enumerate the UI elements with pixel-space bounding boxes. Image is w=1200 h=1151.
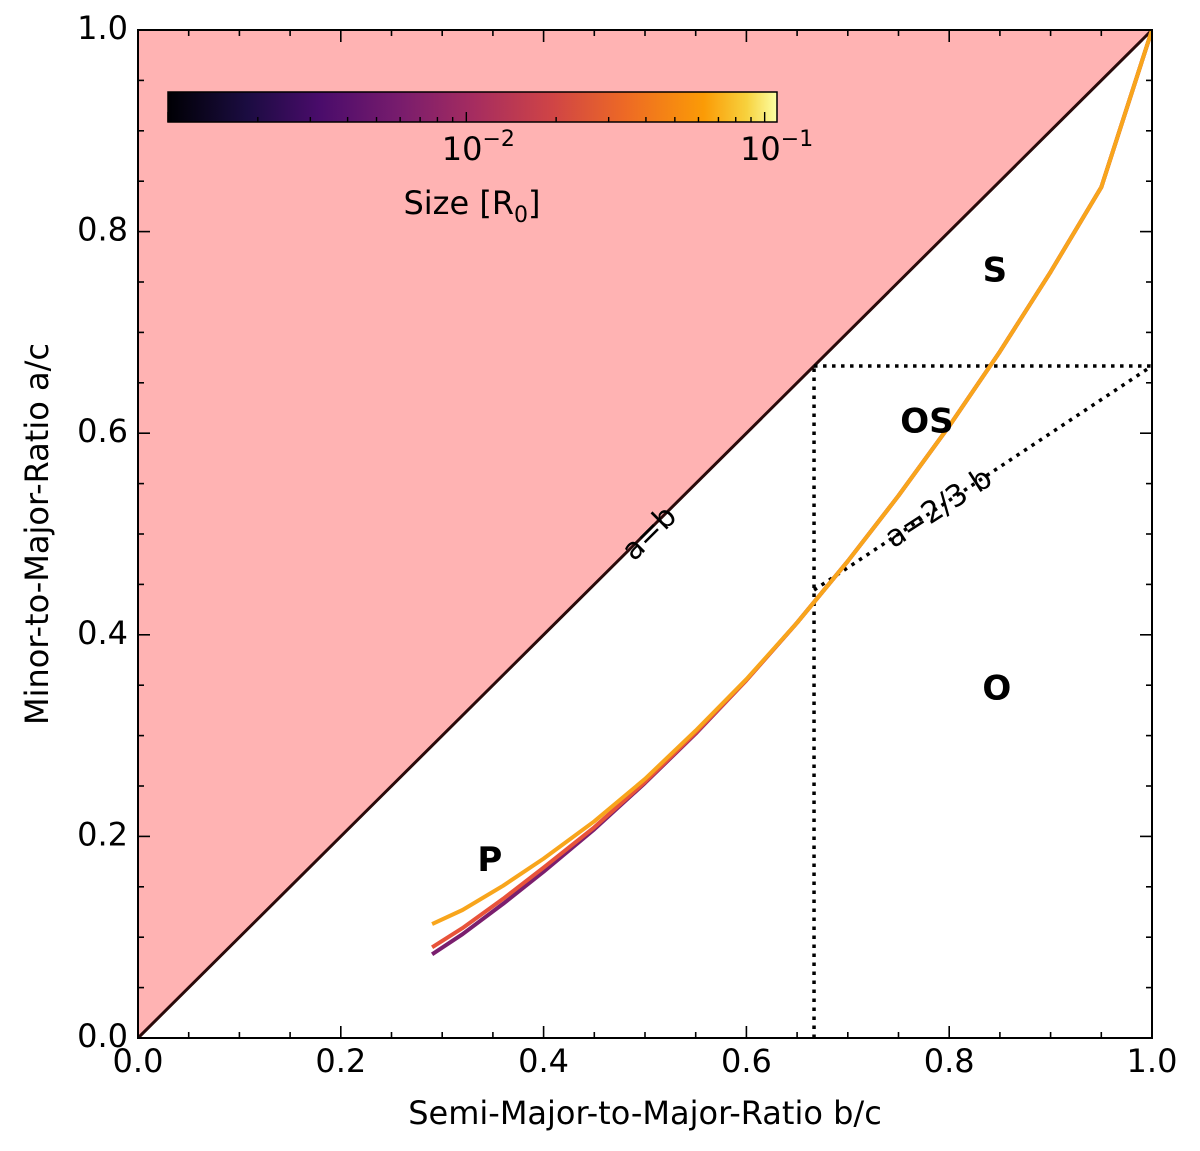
colorbar-label: Size [R0]	[403, 184, 540, 228]
tick-labels: 0.0 0.2 0.4 0.6 0.8 1.0 0.0 0.2 0.4 0.6 0.8 1.0	[77, 9, 1177, 1080]
y-tick-label: 0.4	[77, 614, 128, 652]
y-tick-label: 0.6	[77, 412, 128, 450]
y-tick-label: 0.0	[77, 1017, 128, 1055]
x-tick-label: 0.4	[518, 1042, 569, 1080]
colorbar-label-subscript: 0	[514, 203, 528, 228]
colorbar-tick-label: 10−2	[442, 127, 515, 168]
y-axis-label: Minor-to-Major-Ratio a/c	[18, 343, 56, 725]
reference-line-0	[136, 28, 1154, 1040]
colorbar-ticks: 10−2 10−1	[167, 112, 813, 168]
colorbar-label-end: ]	[528, 184, 540, 222]
x-tick-label: 0.0	[113, 1042, 164, 1080]
x-tick-label: 0.2	[315, 1042, 366, 1080]
data-series	[430, 30, 1152, 956]
x-tick-label: 0.8	[924, 1042, 975, 1080]
colorbar-gradient	[167, 91, 778, 123]
reference-lines	[136, 28, 1154, 1040]
x-tick-label: 1.0	[1127, 1042, 1178, 1080]
region-label-p: P	[477, 840, 502, 880]
x-tick-label: 0.6	[721, 1042, 772, 1080]
region-label-o: O	[982, 669, 1011, 709]
region-labels: S OS O P	[477, 250, 1011, 880]
y-tick-label: 0.8	[77, 211, 128, 249]
x-axis-label: Semi-Major-to-Major-Ratio b/c	[408, 1094, 882, 1132]
y-tick-label: 0.2	[77, 815, 128, 853]
colorbar-tick-label: 10−1	[740, 127, 813, 168]
colorbar-label-main: Size [R	[403, 184, 514, 222]
y-tick-label: 1.0	[77, 9, 128, 47]
region-label-os: OS	[900, 402, 953, 442]
plot-frame	[137, 29, 1153, 1039]
colorbar: 10−2 10−1 Size [R0]	[167, 91, 813, 228]
region-label-s: S	[983, 250, 1008, 290]
series-line-2	[431, 30, 1152, 926]
